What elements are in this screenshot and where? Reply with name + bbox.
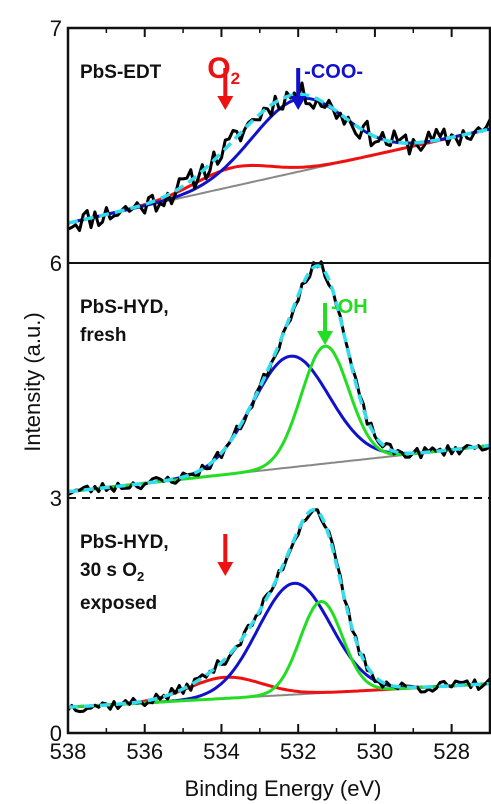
y-tick-label: 7 [50, 16, 62, 41]
envelope-fit [67, 507, 491, 709]
component-coo [67, 96, 491, 225]
x-axis-title: Binding Energy (eV) [185, 776, 382, 801]
arrowhead-icon [217, 96, 234, 110]
measured-data [67, 260, 491, 496]
annotation-label: -COO- [304, 61, 363, 83]
panel-label: PbS-HYD, 30 s O2 exposed [80, 532, 169, 614]
x-tick-label: 534 [203, 739, 240, 764]
x-tick-label: 538 [50, 739, 87, 764]
y-tick-label: 6 [50, 251, 62, 276]
component-oh [67, 344, 491, 494]
panel-label: PbS-EDT [80, 62, 162, 83]
annotation-arrow: O2 [207, 52, 240, 110]
plot-frame [66, 26, 491, 735]
measured-data [67, 81, 491, 232]
annotation-arrow: -OH [317, 296, 368, 345]
annotation-label: -OH [331, 296, 368, 318]
panel-3: PbS-HYD, 30 s O2 exposed [66, 507, 491, 714]
x-tick-label: 532 [280, 739, 317, 764]
arrowhead-icon [217, 562, 234, 576]
plot-panels: PbS-EDT O2 -COO- PbS-HYD, fresh -OH PbS-HYD, 30… [66, 52, 491, 714]
component-coo [67, 354, 491, 494]
x-tick-label: 530 [357, 739, 394, 764]
arrowhead-icon [317, 331, 334, 345]
annotation-arrow: -COO- [290, 61, 363, 110]
x-tick-label: 528 [433, 739, 470, 764]
panel-1: PbS-EDT O2 -COO- [67, 52, 491, 232]
y-tick-label: 0 [50, 721, 62, 746]
panel-label: PbS-HYD, fresh [80, 297, 169, 346]
envelope-fit [67, 264, 491, 494]
envelope-fit [67, 92, 491, 225]
panel-2: PbS-HYD, fresh -OH [67, 260, 491, 496]
y-axis-title: Intensity (a.u.) [20, 312, 45, 451]
arrowhead-icon [290, 96, 307, 110]
x-tick-label: 536 [126, 739, 163, 764]
axes: 538 536 534 532 530 528 0 3 6 7 [50, 16, 491, 764]
annotation-arrow [217, 534, 234, 576]
y-tick-label: 3 [50, 486, 62, 511]
annotation-label: O2 [207, 52, 240, 88]
